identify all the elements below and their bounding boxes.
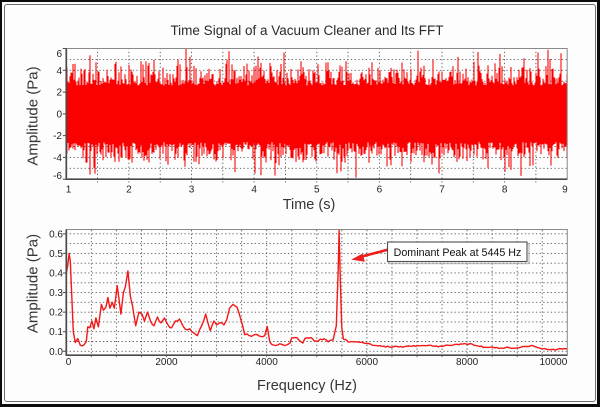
svg-text:Time (s): Time (s)	[283, 197, 336, 213]
svg-text:1: 1	[66, 185, 72, 196]
svg-text:Amplitude (Pa): Amplitude (Pa)	[25, 234, 42, 333]
svg-text:0.3: 0.3	[49, 288, 63, 299]
svg-text:8000: 8000	[456, 357, 479, 368]
svg-text:7: 7	[439, 185, 445, 196]
svg-text:0.1: 0.1	[49, 327, 63, 338]
svg-text:2000: 2000	[155, 357, 178, 368]
svg-text:3: 3	[189, 185, 195, 196]
svg-text:0.4: 0.4	[49, 269, 63, 280]
svg-text:4000: 4000	[256, 357, 279, 368]
svg-text:6000: 6000	[356, 357, 379, 368]
svg-text:Time Signal of a Vacuum Cleane: Time Signal of a Vacuum Cleaner and Its …	[170, 23, 443, 38]
svg-text:2: 2	[126, 185, 132, 196]
svg-text:2: 2	[56, 88, 62, 99]
svg-text:0.5: 0.5	[49, 249, 63, 260]
svg-text:Amplitude (Pa): Amplitude (Pa)	[25, 66, 42, 165]
svg-text:-4: -4	[53, 153, 62, 164]
svg-text:-6: -6	[53, 171, 62, 182]
svg-text:0.6: 0.6	[49, 229, 63, 240]
svg-text:4: 4	[56, 66, 62, 77]
svg-text:0.2: 0.2	[49, 308, 63, 319]
svg-text:0: 0	[56, 109, 62, 120]
svg-text:6: 6	[377, 185, 383, 196]
svg-text:4: 4	[251, 185, 257, 196]
svg-text:10000: 10000	[539, 357, 567, 368]
svg-text:Dominant Peak at 5445 Hz: Dominant Peak at 5445 Hz	[394, 247, 522, 259]
svg-text:-2: -2	[53, 131, 62, 142]
svg-text:0.0: 0.0	[49, 347, 63, 358]
svg-text:Frequency (Hz): Frequency (Hz)	[257, 378, 357, 394]
svg-text:5: 5	[314, 185, 320, 196]
svg-text:8: 8	[502, 185, 508, 196]
svg-text:6: 6	[56, 49, 62, 60]
svg-text:9: 9	[562, 185, 568, 196]
svg-text:0: 0	[66, 357, 72, 368]
